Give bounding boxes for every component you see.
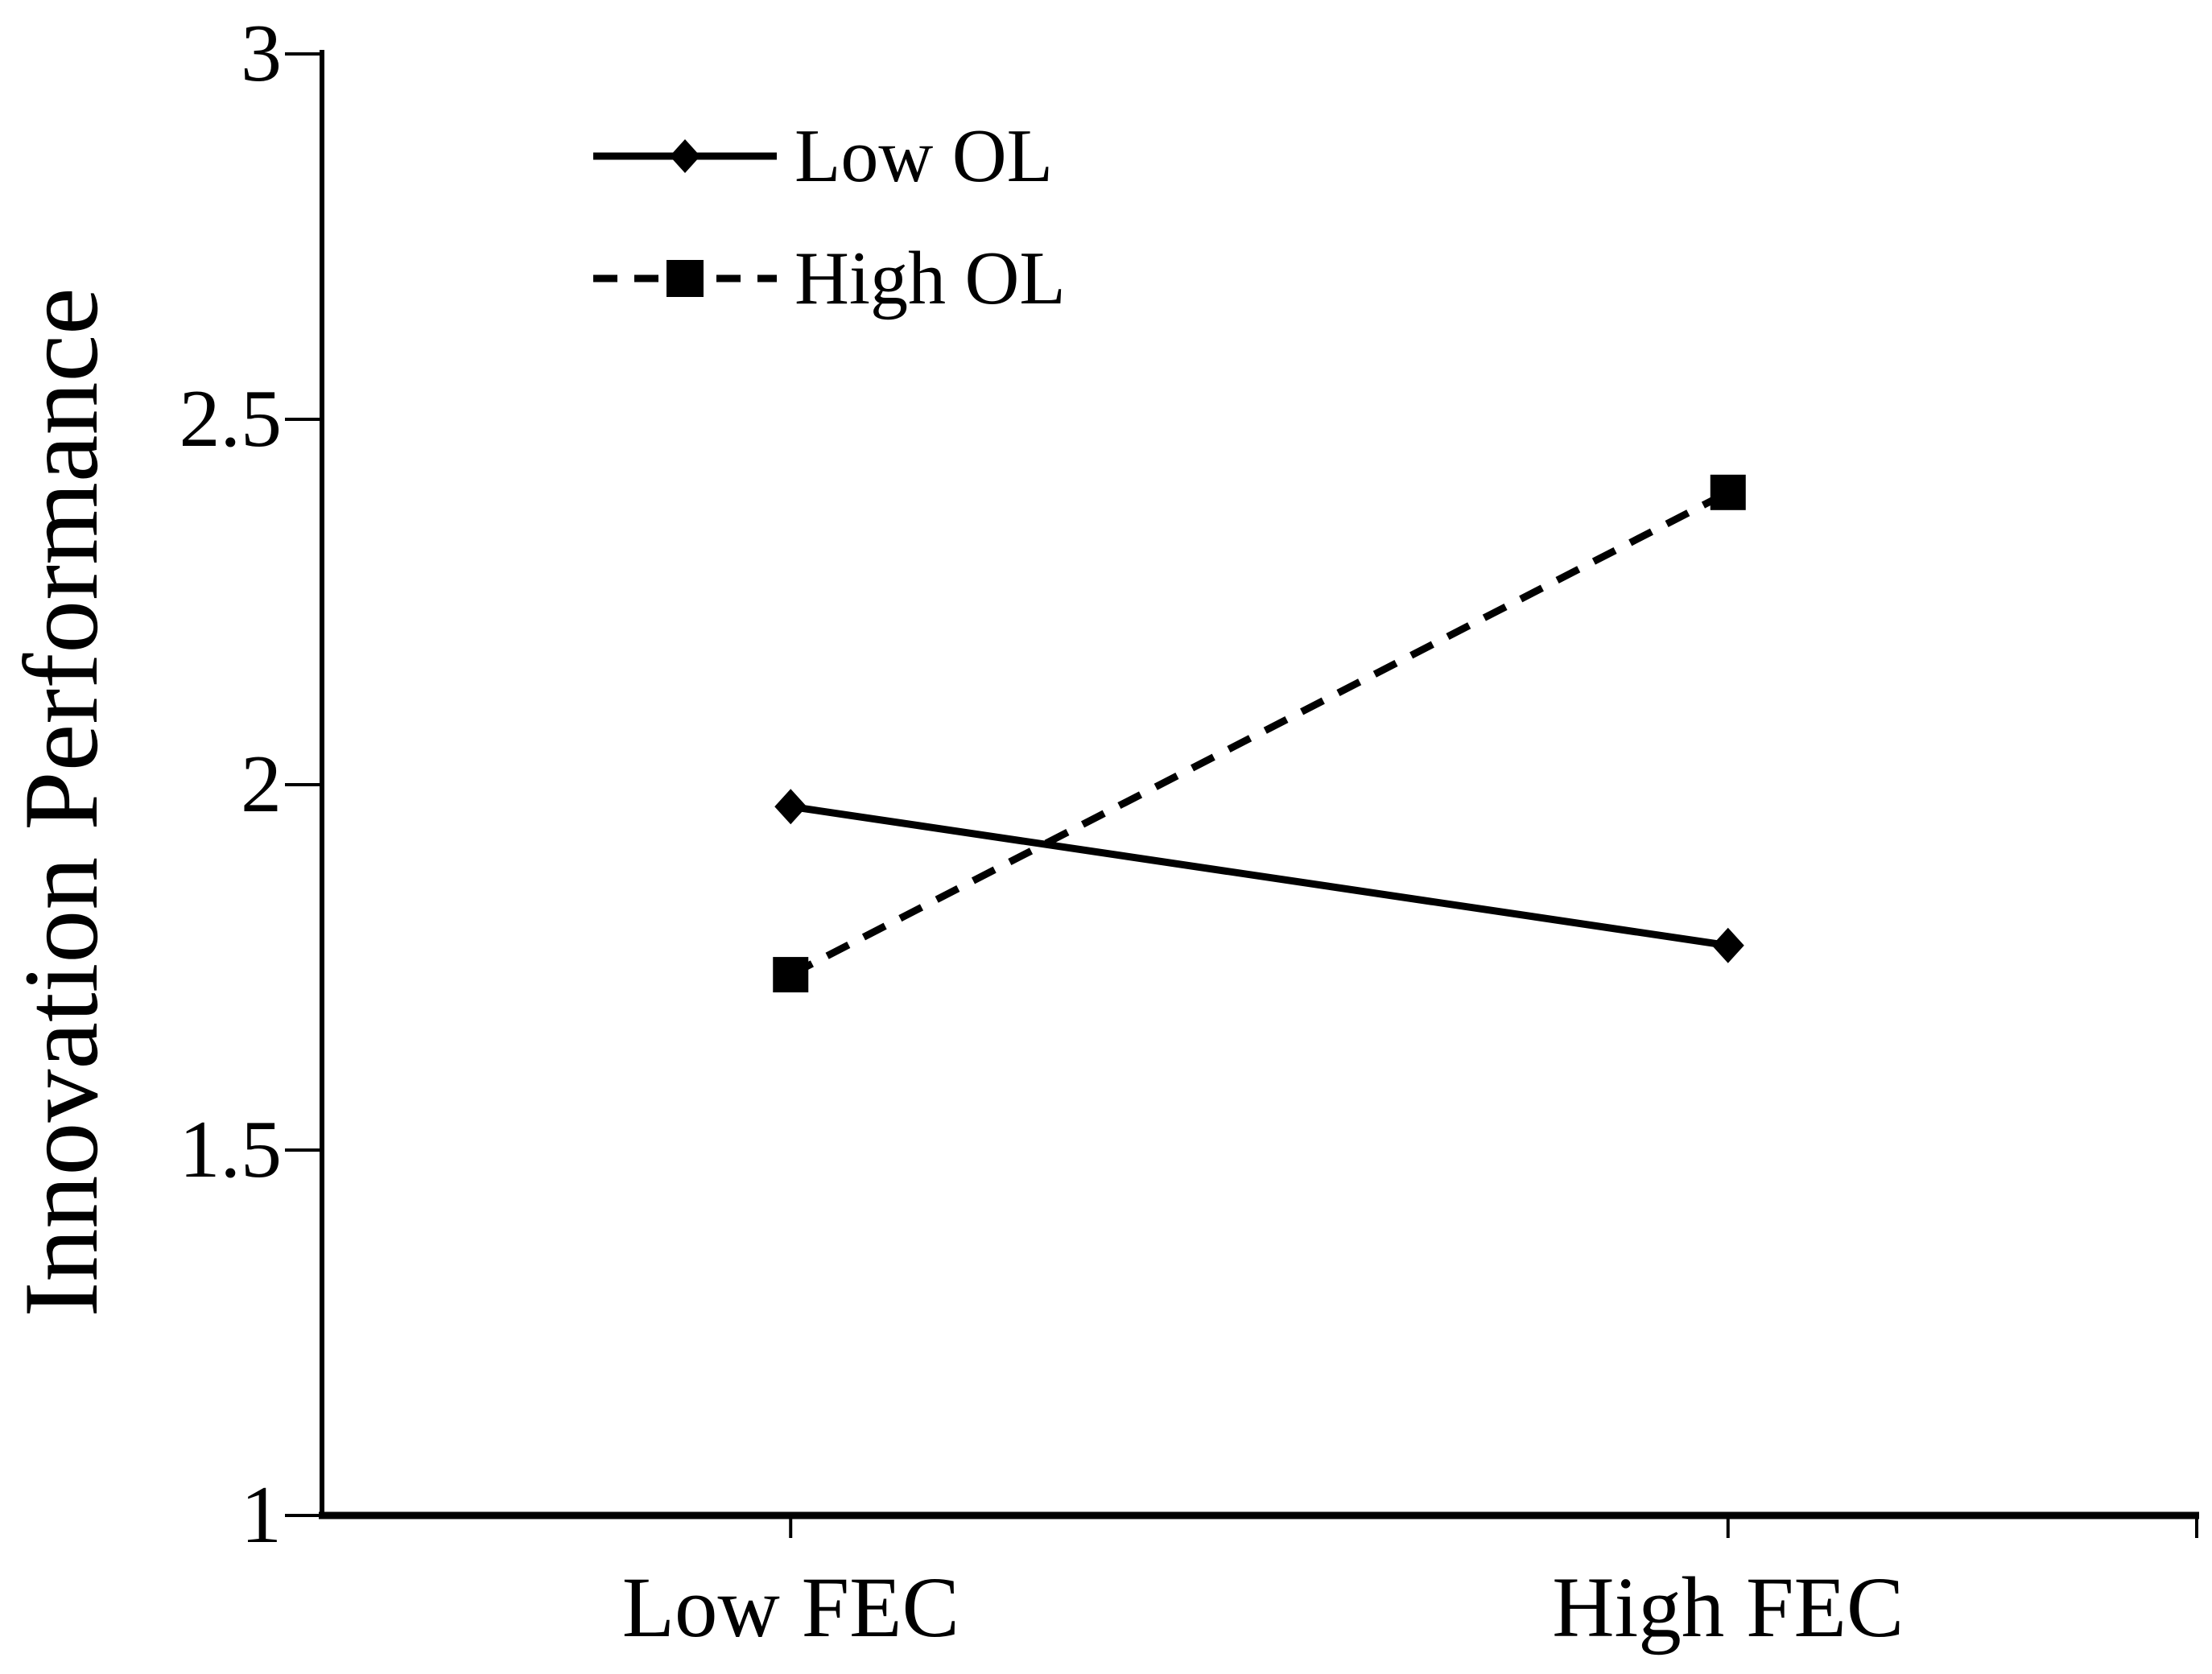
square-marker — [1710, 474, 1746, 510]
diamond-marker — [774, 789, 807, 825]
y-tick-label: 1.5 — [180, 1104, 283, 1195]
diamond-marker — [1711, 927, 1744, 963]
square-marker — [773, 957, 809, 993]
legend-label: Low OL — [794, 114, 1053, 198]
y-tick-label: 2.5 — [180, 373, 283, 464]
legend-item: High OL — [593, 237, 1066, 320]
legend-item: Low OL — [593, 114, 1053, 198]
axis-labels-group: 3 2.5 2 1.5 1 Low FEC High FEC — [180, 8, 1905, 1655]
y-axis-title: Innovation Performance — [2, 287, 120, 1317]
x-tick-label: High FEC — [1552, 1561, 1904, 1655]
x-tick-label: Low FEC — [622, 1561, 959, 1655]
square-marker — [666, 260, 704, 297]
y-tick-label: 3 — [241, 8, 282, 99]
diamond-marker — [670, 139, 700, 173]
series-group — [773, 474, 1746, 993]
series-line-high-ol — [789, 489, 1730, 979]
legend: Low OL High OL — [593, 114, 1066, 320]
legend-label: High OL — [794, 237, 1066, 320]
y-tick-label: 1 — [241, 1470, 282, 1561]
series-line-low-ol — [790, 802, 1729, 950]
y-tick-label: 2 — [241, 739, 282, 830]
axis-ticks-group — [285, 52, 2198, 1538]
